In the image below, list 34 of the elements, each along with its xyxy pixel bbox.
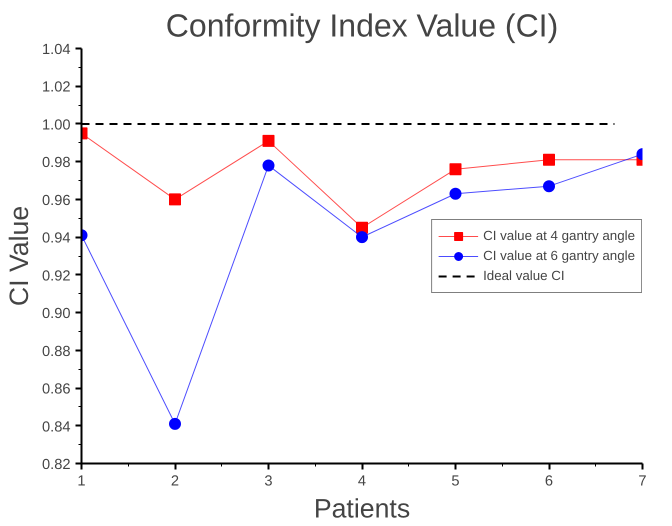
point [262,159,274,172]
y-tick-label: 0.84 [42,419,71,436]
y-tick-label: 1.02 [42,80,71,96]
point [356,231,368,244]
legend-label: CI value at 4 gantry angle [483,228,635,243]
chart-title: Conformity Index Value (CI) [166,8,558,44]
point [543,154,555,166]
legend-label: CI value at 6 gantry angle [483,248,635,263]
x-tick-label: 2 [170,474,180,490]
y-tick-label: 1.04 [42,42,71,58]
y-tick-label: 0.96 [42,192,71,209]
point [262,134,274,147]
y-tick-label: 0.82 [42,457,71,473]
y-tick-label: 0.98 [42,155,71,172]
y-tick-label: 1.00 [42,117,71,134]
point [169,193,181,206]
point [543,180,555,192]
x-tick-label: 4 [358,474,366,490]
y-tick-label: 0.94 [42,230,71,247]
x-tick-label: 1 [77,474,86,490]
point [450,163,462,176]
point [169,418,181,430]
y-tick-label: 0.88 [42,344,71,360]
y-tick-label: 0.86 [42,382,71,398]
y-axis-title: CI Value [4,206,34,306]
x-tick-label: 6 [544,474,554,490]
y-tick-label: 0.90 [42,306,71,322]
x-tick-label: 7 [638,474,647,490]
x-tick-label: 3 [264,474,273,490]
x-axis-title: Patients [314,494,410,524]
x-tick-label: 5 [451,474,460,490]
legend-label: Ideal value CI [483,268,565,283]
point [450,188,462,200]
y-tick-label: 0.92 [42,268,71,284]
